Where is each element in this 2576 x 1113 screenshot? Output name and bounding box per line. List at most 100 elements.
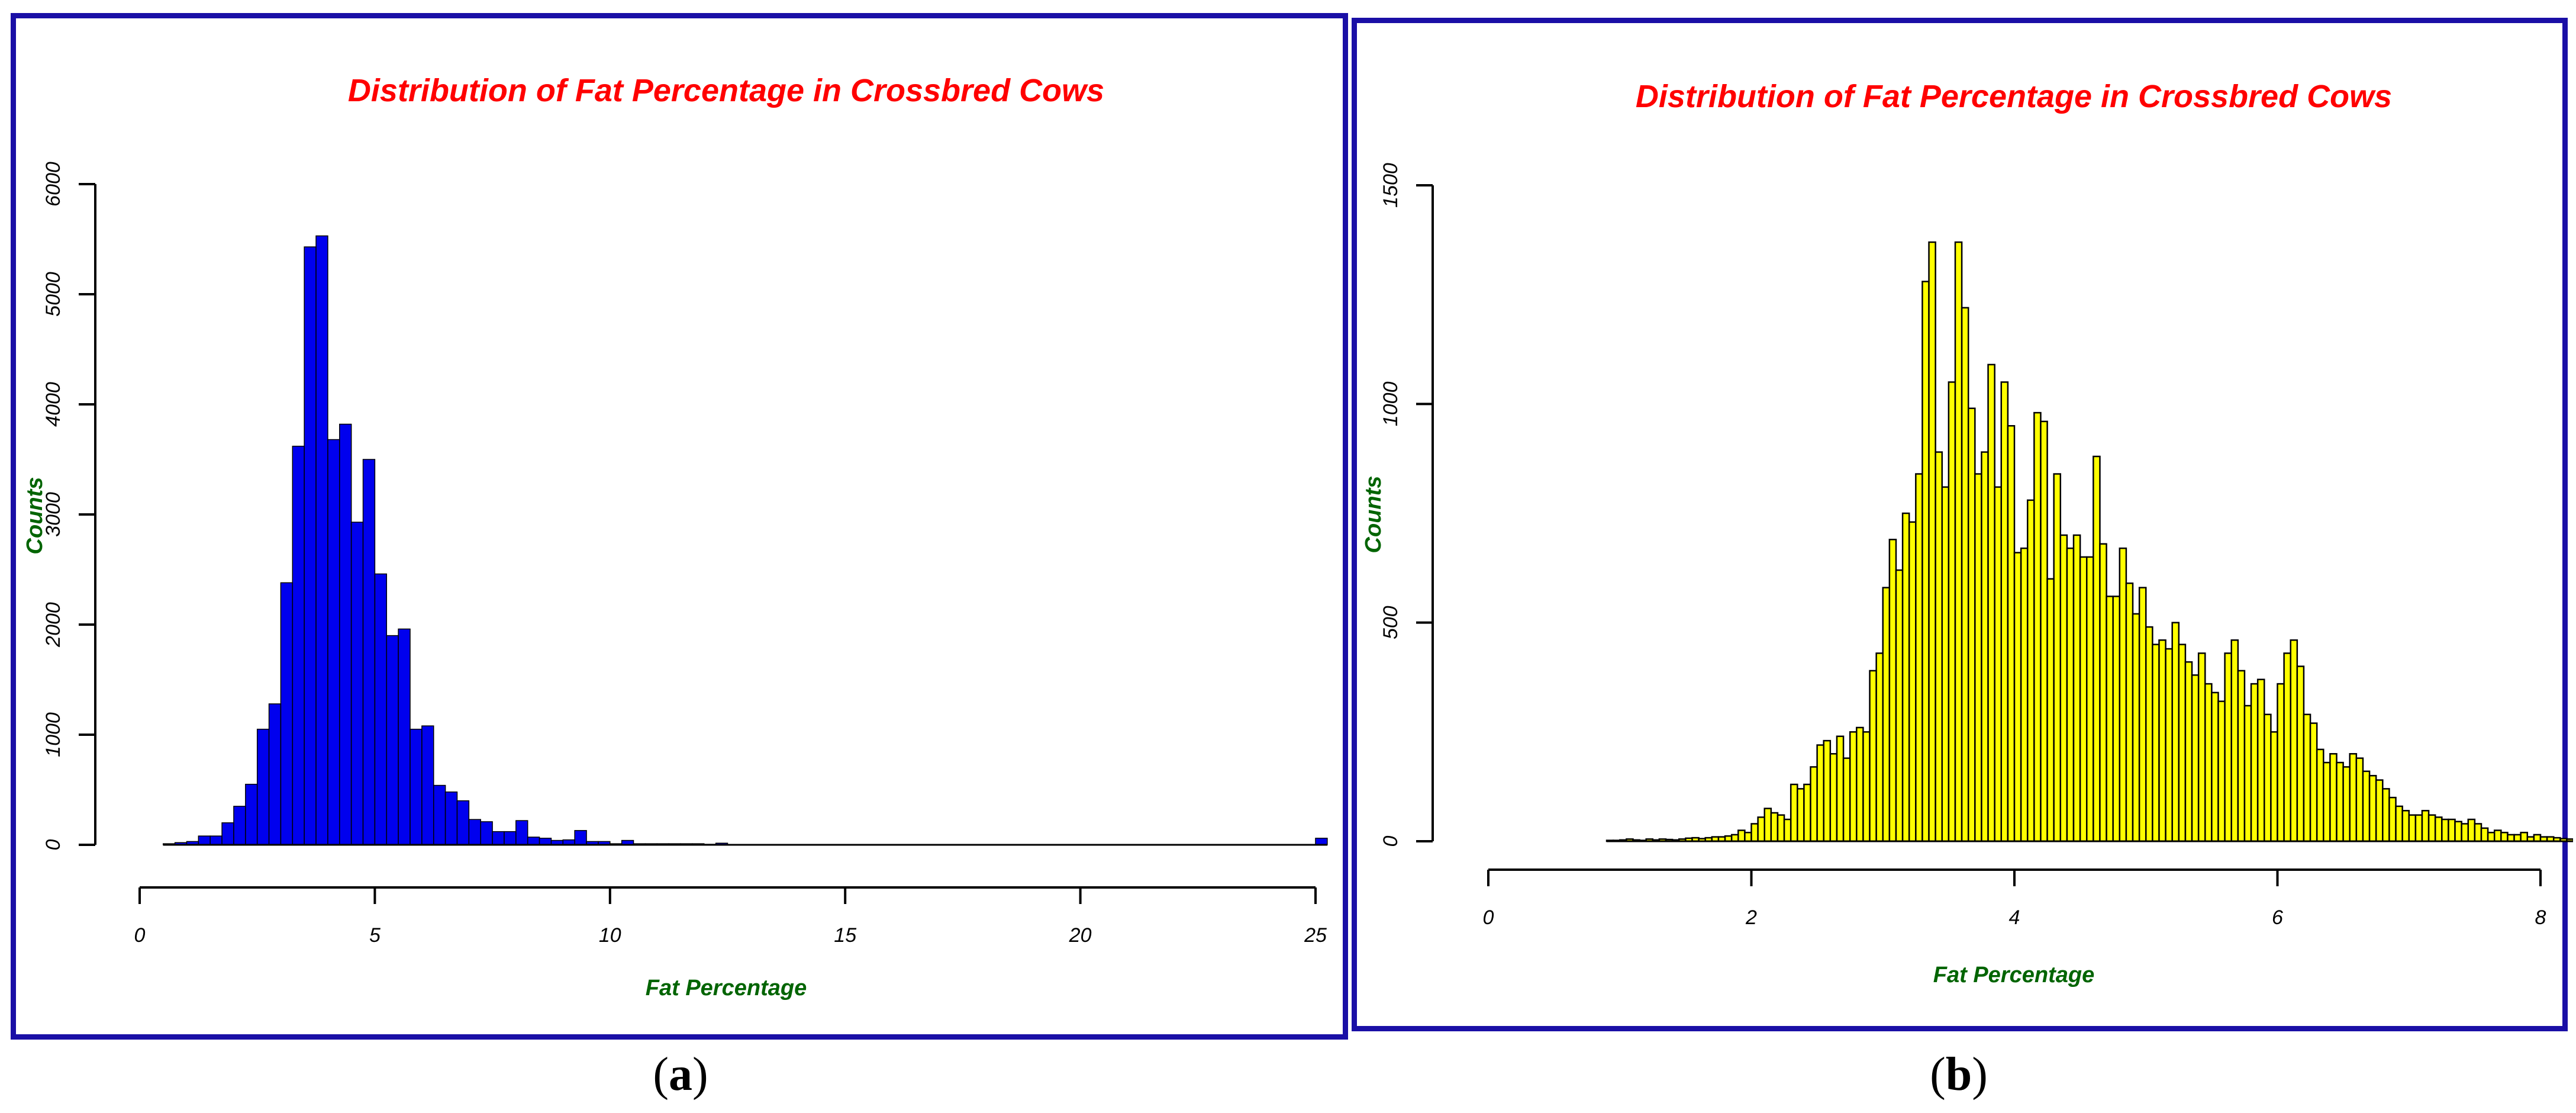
bar	[1875, 652, 1884, 842]
bar	[1954, 241, 1963, 842]
bar	[362, 459, 376, 845]
bar	[221, 822, 234, 845]
bar	[1961, 307, 1969, 842]
bar	[386, 635, 399, 845]
bar	[2480, 827, 2489, 842]
bar	[2250, 683, 2259, 842]
bar	[2171, 622, 2180, 842]
bar	[2066, 547, 2075, 842]
bar	[292, 445, 305, 845]
bar	[327, 439, 340, 845]
bar	[1770, 812, 1779, 842]
bar	[2013, 552, 2022, 842]
bar	[2270, 731, 2278, 842]
bar	[1803, 783, 1811, 842]
histogram-b: Distribution of Fat Percentage in Crossb…	[1361, 79, 2573, 987]
y-axis-label: Counts	[22, 477, 47, 555]
y-axis-label: Counts	[1361, 476, 1386, 554]
bar	[350, 522, 364, 845]
bar	[2395, 805, 2403, 842]
bar	[233, 806, 246, 845]
bar	[2441, 818, 2449, 842]
x-axis-label: Fat Percentage	[1933, 963, 2094, 987]
bar	[2414, 814, 2423, 842]
bar	[2329, 753, 2338, 842]
bar	[1921, 281, 1930, 842]
bar	[2493, 829, 2502, 842]
y-tick-label: 0	[42, 839, 65, 850]
bar	[480, 821, 493, 845]
bars	[162, 235, 1328, 845]
bar	[2520, 831, 2529, 842]
bar	[2237, 670, 2246, 842]
bar	[2342, 766, 2351, 842]
bar	[1849, 731, 1858, 842]
bar	[1750, 823, 1759, 842]
chart-panel-a: Distribution of Fat Percentage in Crossb…	[11, 13, 1348, 1040]
x-tick-label: 20	[1069, 924, 1092, 947]
bar	[492, 831, 505, 845]
caption-a: (a)	[653, 1048, 708, 1101]
bar	[1763, 808, 1772, 842]
x-axis-label: Fat Percentage	[646, 976, 807, 1001]
bar	[2421, 810, 2430, 842]
bar	[1915, 473, 1923, 842]
bar	[1994, 486, 2003, 842]
histogram-a: Distribution of Fat Percentage in Crossb…	[22, 73, 1328, 1001]
bar	[1842, 757, 1851, 842]
bar	[2217, 700, 2226, 842]
bar	[2099, 543, 2107, 842]
bar	[2079, 556, 2088, 842]
bar	[2349, 753, 2358, 842]
bar	[468, 819, 481, 845]
bar	[2230, 639, 2239, 842]
bar	[2158, 639, 2166, 842]
bar	[1797, 788, 1805, 842]
bar	[574, 830, 587, 845]
x-tick-label: 0	[1483, 906, 1494, 929]
bar	[2533, 834, 2542, 842]
bar	[280, 582, 294, 845]
bar	[1836, 735, 1845, 842]
bar	[2059, 534, 2068, 842]
y-tick-label: 0	[1379, 835, 1402, 847]
bar	[2224, 652, 2232, 842]
bar	[2165, 648, 2173, 842]
bar	[527, 837, 540, 845]
x-tick-label: 4	[2009, 906, 2020, 929]
bar	[2119, 547, 2127, 842]
chart-title: Distribution of Fat Percentage in Crossb…	[1636, 79, 2392, 114]
x-tick-label: 5	[369, 924, 381, 947]
bar	[2277, 683, 2285, 842]
caption-letter-b: b	[1945, 1048, 1972, 1101]
y-tick-label: 2000	[42, 602, 65, 648]
bar	[2178, 644, 2187, 842]
bar	[2507, 834, 2515, 842]
bar	[1967, 407, 1976, 842]
bar	[2355, 757, 2364, 842]
bar	[2053, 473, 2062, 842]
bars	[1605, 241, 2573, 842]
y-tick-label: 1000	[42, 712, 65, 757]
bar	[245, 783, 258, 845]
bar	[2033, 411, 2042, 842]
bar	[2362, 770, 2371, 842]
bar	[1908, 521, 1917, 842]
bar	[2243, 705, 2252, 842]
bar	[2132, 613, 2140, 842]
bar	[2184, 661, 2193, 842]
bar	[1941, 486, 1950, 842]
bar	[2474, 823, 2482, 842]
bar	[504, 831, 517, 845]
bar	[1777, 814, 1785, 842]
bar	[2040, 420, 2048, 842]
x-tick-label: 6	[2272, 906, 2283, 929]
bar	[1862, 731, 1871, 842]
bar	[2125, 582, 2134, 842]
bar	[2256, 678, 2265, 842]
bar	[2448, 818, 2456, 842]
bar	[1829, 753, 1838, 842]
bar	[2434, 816, 2443, 842]
bar	[2085, 556, 2094, 842]
bar	[539, 838, 552, 845]
